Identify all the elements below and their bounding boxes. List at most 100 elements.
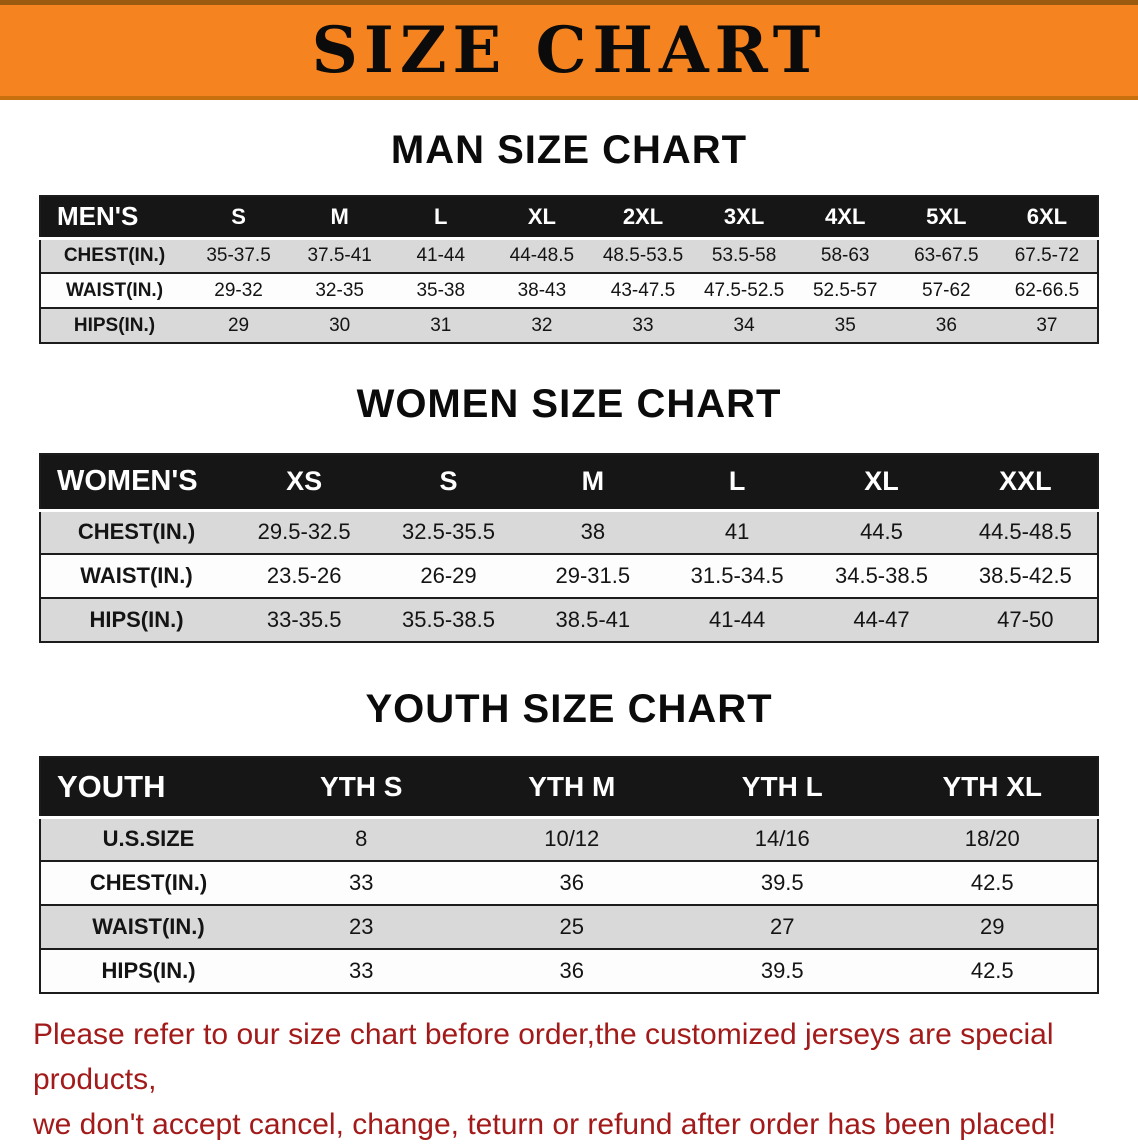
size-value-cell: 47.5-52.5 — [703, 279, 785, 301]
size-value-cell: 38.5-42.5 — [978, 563, 1072, 588]
size-column-header: XXL — [953, 454, 1098, 510]
size-value-cell: 33 — [349, 870, 374, 895]
size-value-cell: 43-47.5 — [610, 279, 676, 301]
measurement-row: CHEST(IN.) 33 36 39.5 42.5 — [40, 861, 1098, 905]
size-value-cell: 29.5-32.5 — [257, 519, 351, 545]
size-value-cell: 33 — [349, 958, 374, 983]
banner-title: SIZE CHART — [311, 13, 827, 88]
size-header-row: WOMEN'S XS S M L XL XXL — [40, 454, 1098, 510]
size-value-cell: 29-32 — [214, 279, 263, 301]
size-value-cell: 42.5 — [970, 870, 1014, 895]
table-corner-label: MEN'S — [40, 196, 188, 238]
size-value-cell: 53.5-58 — [711, 244, 777, 266]
row-label: HIPS(IN.) — [89, 607, 184, 632]
size-value-cell: 44.5 — [860, 519, 903, 545]
size-value-cell: 41-44 — [709, 607, 766, 632]
youth-size-table: YOUTH YTH S YTH M YTH L YTH XL U.S.SIZE 8 10/12… — [39, 756, 1099, 994]
size-column-header: 2XL — [592, 196, 694, 238]
measurement-row: HIPS(IN.) 29 30 31 32 33 34 35 36 37 — [40, 308, 1098, 343]
size-value-cell: 63-67.5 — [914, 244, 979, 266]
size-column-header: XL — [809, 454, 954, 510]
size-value-cell: 29-31.5 — [555, 563, 631, 588]
size-value-cell: 33-35.5 — [266, 607, 342, 632]
youth-size-chart-section: YOUTH SIZE CHART YOUTH YTH S YTH M YTH L YTH… — [0, 687, 1138, 994]
row-label: U.S.SIZE — [102, 826, 195, 852]
size-column-header: YTH XL — [887, 757, 1098, 817]
size-column-header: YTH S — [256, 757, 467, 817]
size-value-cell: 8 — [355, 826, 368, 852]
size-value-cell: 27 — [770, 914, 795, 939]
size-column-header: S — [188, 196, 290, 238]
row-label: WAIST(IN.) — [65, 279, 164, 301]
size-value-cell: 48.5-53.5 — [602, 244, 684, 266]
size-value-cell: 67.5-72 — [1014, 244, 1080, 266]
size-column-header: YTH L — [677, 757, 888, 817]
size-value-cell: 35-38 — [416, 279, 466, 301]
size-column-header: XL — [491, 196, 593, 238]
row-label: HIPS(IN.) — [101, 958, 196, 983]
size-column-header: 5XL — [895, 196, 997, 238]
size-value-cell: 37.5-41 — [307, 244, 372, 266]
size-column-header: 3XL — [693, 196, 795, 238]
size-column-header: M — [289, 196, 391, 238]
size-value-cell: 34.5-38.5 — [834, 563, 928, 588]
size-value-cell: 34 — [733, 314, 755, 336]
measurement-row: CHEST(IN.) 29.5-32.5 32.5-35.5 38 41 44.5 44.5… — [40, 510, 1098, 554]
size-column-header: 4XL — [794, 196, 896, 238]
size-value-cell: 26-29 — [420, 563, 477, 588]
disclaimer-note: Please refer to our size chart before or… — [29, 1012, 1109, 1147]
size-value-cell: 33 — [632, 314, 654, 336]
size-value-cell: 18/20 — [964, 826, 1020, 852]
row-label: CHEST(IN.) — [63, 244, 166, 266]
size-chart-banner: SIZE CHART — [0, 0, 1138, 100]
size-value-cell: 38.5-41 — [555, 607, 631, 632]
size-value-cell: 37 — [1036, 314, 1058, 336]
size-value-cell: 36 — [559, 870, 584, 895]
size-column-header: M — [520, 454, 665, 510]
size-value-cell: 38 — [580, 519, 606, 545]
size-value-cell: 42.5 — [970, 958, 1014, 983]
row-label: HIPS(IN.) — [73, 314, 156, 336]
size-value-cell: 62-66.5 — [1014, 279, 1080, 301]
measurement-row: HIPS(IN.) 33 36 39.5 42.5 — [40, 949, 1098, 993]
size-value-cell: 36 — [935, 314, 957, 336]
size-value-cell: 10/12 — [544, 826, 600, 852]
youth-chart-heading: YOUTH SIZE CHART — [365, 687, 773, 731]
size-column-header: 6XL — [996, 196, 1098, 238]
measurement-row: WAIST(IN.) 29-32 32-35 35-38 38-43 43-47.5 47.… — [40, 273, 1098, 308]
size-value-cell: 23.5-26 — [266, 563, 342, 588]
men-chart-heading: MAN SIZE CHART — [390, 128, 748, 172]
women-size-chart-section: WOMEN SIZE CHART WOMEN'S XS S M L XL XXL CHEST(… — [0, 382, 1138, 643]
table-corner-label: WOMEN'S — [40, 454, 232, 510]
size-value-cell: 41 — [724, 519, 750, 545]
row-label: CHEST(IN.) — [77, 519, 196, 545]
men-size-table: MEN'S S M L XL 2XL 3XL 4XL 5XL 6XL CHEST(IN.) 35-37… — [39, 195, 1099, 344]
measurement-row: U.S.SIZE 8 10/12 14/16 18/20 — [40, 817, 1098, 861]
size-value-cell: 32.5-35.5 — [402, 519, 495, 545]
size-header-row: YOUTH YTH S YTH M YTH L YTH XL — [40, 757, 1098, 817]
size-value-cell: 39.5 — [760, 958, 804, 983]
measurement-row: WAIST(IN.) 23.5-26 26-29 29-31.5 31.5-34.5 34… — [40, 554, 1098, 598]
size-value-cell: 44.5-48.5 — [978, 519, 1072, 545]
size-value-cell: 29 — [227, 314, 250, 336]
row-label: CHEST(IN.) — [89, 870, 208, 895]
size-value-cell: 32-35 — [315, 279, 364, 301]
size-value-cell: 31.5-34.5 — [690, 563, 784, 588]
size-value-cell: 29 — [980, 914, 1005, 939]
size-value-cell: 35-37.5 — [206, 244, 271, 266]
size-value-cell: 52.5-57 — [812, 279, 878, 301]
size-value-cell: 35 — [834, 314, 856, 336]
measurement-row: CHEST(IN.) 35-37.5 37.5-41 41-44 44-48.5 48.5… — [40, 238, 1098, 273]
women-size-table: WOMEN'S XS S M L XL XXL CHEST(IN.) 29.5-32.5 32.5… — [39, 453, 1099, 643]
measurement-row: HIPS(IN.) 33-35.5 35.5-38.5 38.5-41 41-44 44-… — [40, 598, 1098, 642]
size-column-header: XS — [232, 454, 377, 510]
size-value-cell: 44-48.5 — [509, 244, 575, 266]
size-value-cell: 25 — [559, 914, 584, 939]
row-label: WAIST(IN.) — [92, 914, 205, 939]
women-chart-heading: WOMEN SIZE CHART — [356, 382, 782, 426]
table-corner-label: YOUTH — [40, 757, 256, 817]
size-value-cell: 39.5 — [760, 870, 804, 895]
size-value-cell: 57-62 — [922, 279, 971, 301]
size-value-cell: 32 — [531, 314, 553, 336]
size-value-cell: 23 — [349, 914, 374, 939]
